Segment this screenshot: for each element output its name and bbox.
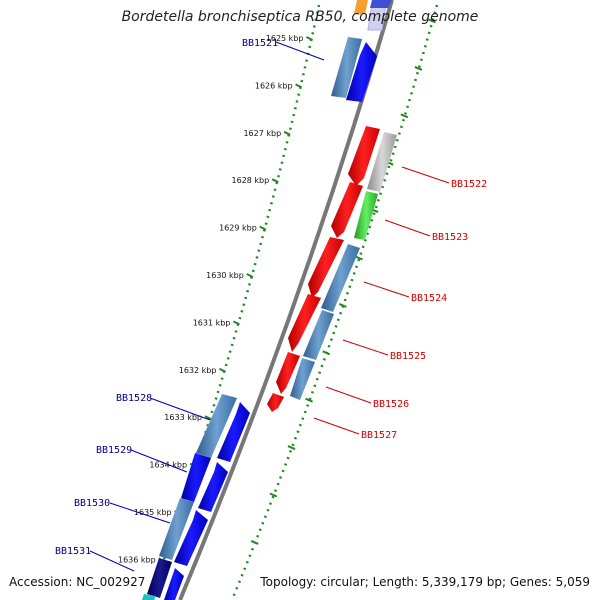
top-orange-feature [354,0,368,14]
tick-marks: 1625 kbp 1626 kbp 1627 kbp 1628 kbp 1629 kbp… [118,18,436,564]
gene-label-bb1530: BB1530 [74,498,110,509]
inner-tick-mark [269,492,278,498]
gene-bb1530-blue [174,510,208,566]
inner-tick-mark [250,539,259,545]
gene-bb1521-steel [331,37,362,98]
map-title: Bordetella bronchiseptica RB50, complete… [121,9,479,25]
gene-bb1529-blue-b [198,462,228,512]
tick-label: 1630 kbp [206,271,244,280]
gene-labels: BB1521 BB1522 BB1523 BB1524 BB1525 BB152… [55,38,487,557]
tick-label: 1627 kbp [243,129,281,138]
top-blue-feature [370,0,392,8]
gene-bb1528-steel [196,394,237,458]
gene-bb1529-blue-a [181,453,211,502]
gene-bb1531-cyan [142,594,156,600]
gene-bb1527-red [267,393,284,412]
inner-tick-mark [287,445,296,451]
tick-label: 1631 kbp [193,318,231,327]
tick-mark [204,415,212,421]
tick-mark [259,225,267,231]
inner-tick-mark [305,397,313,403]
reverse-strand-genes [267,126,397,412]
gene-bb1522-gray [367,132,397,192]
inner-tick-mark [400,113,409,119]
gene-label-bb1529: BB1529 [96,445,132,456]
tick-label: 1636 kbp [118,555,156,564]
gene-label-bb1528: BB1528 [116,393,152,404]
gene-bb1531-blue [164,568,184,600]
gene-label-bb1527: BB1527 [361,430,397,441]
inner-tick-mark [355,255,363,261]
inner-tick-mark [414,65,423,71]
tick-label: 1626 kbp [255,81,293,90]
tick-mark [232,320,240,326]
gene-label-bb1524: BB1524 [411,293,447,304]
tick-label: 1632 kbp [179,366,217,375]
gene-bb1531-navy [147,558,172,598]
gene-bb1526-red [276,352,300,394]
gene-bb1526-steel [290,358,315,400]
tick-mark [219,367,226,373]
inner-tick-mark [428,18,436,24]
gene-bb1524-red [308,237,344,298]
genome-stats-text: Topology: circular; Length: 5,339,179 bp… [260,575,590,589]
tick-label: 1628 kbp [232,176,270,185]
accession-text: Accession: NC_002927 [9,575,146,589]
gene-bb1523-red [331,182,363,238]
tick-mark [283,130,291,136]
gene-bb1524-steel [321,244,360,312]
inner-tick-mark [338,302,347,308]
tick-mark [246,273,254,278]
tick-mark [306,36,313,41]
tick-label: 1635 kbp [134,508,172,517]
gene-label-bb1521: BB1521 [242,38,278,49]
gene-bb1523-green [354,191,378,240]
tick-label: 1625 kbp [266,34,304,43]
gene-bb1521-blue [346,42,377,102]
gene-label-bb1525: BB1525 [390,351,426,362]
gene-label-bb1531: BB1531 [55,546,91,557]
gene-bb1530-steel [159,498,194,560]
gene-label-bb1522: BB1522 [451,179,487,190]
inner-tick-mark [322,350,331,356]
gene-bb1525-steel [303,310,334,360]
tick-label: 1629 kbp [219,224,257,233]
gene-bb1525-red [288,294,321,352]
gene-label-bb1523: BB1523 [432,232,468,243]
gene-label-bb1526: BB1526 [373,399,409,410]
tick-label: 1633 kbp [164,413,202,422]
gene-bb1528-blue [217,402,250,462]
tick-mark [295,83,303,89]
gene-bb1522-red [348,126,380,186]
label-connectors [89,41,450,572]
forward-strand-genes [142,37,377,600]
tick-mark [271,178,279,184]
